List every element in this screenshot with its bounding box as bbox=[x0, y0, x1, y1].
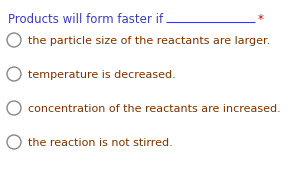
Text: the reaction is not stirred.: the reaction is not stirred. bbox=[28, 138, 173, 148]
Text: the particle size of the reactants are larger.: the particle size of the reactants are l… bbox=[28, 36, 270, 46]
Text: temperature is decreased.: temperature is decreased. bbox=[28, 70, 176, 80]
Text: *: * bbox=[258, 13, 264, 26]
Text: concentration of the reactants are increased.: concentration of the reactants are incre… bbox=[28, 104, 281, 114]
Text: Products will form faster if: Products will form faster if bbox=[8, 13, 163, 26]
